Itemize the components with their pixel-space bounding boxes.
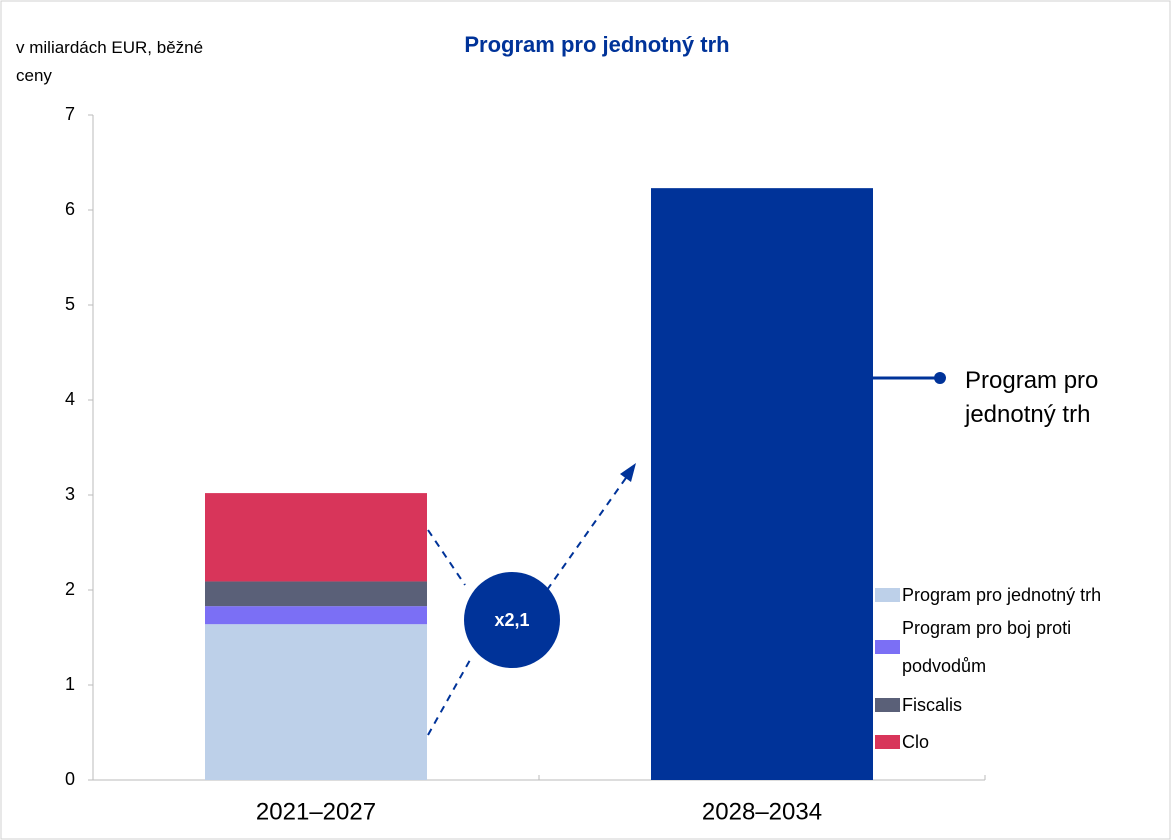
legend-swatch — [875, 588, 900, 602]
y-axis-label: v miliardách EUR, běžné ceny — [16, 38, 204, 85]
arrow — [546, 474, 629, 591]
y-tick-label: 1 — [65, 674, 75, 694]
legend-swatch — [875, 735, 900, 749]
connector — [427, 659, 471, 736]
legend-label: Program pro jednotný trh — [902, 585, 1102, 605]
y-tick-label: 5 — [65, 294, 75, 314]
legend-label: Clo — [902, 732, 930, 752]
y-tick-label: 3 — [65, 484, 75, 504]
y-tick-label: 7 — [65, 104, 75, 124]
y-tick-label: 2 — [65, 579, 75, 599]
legend-swatch — [875, 698, 900, 712]
bar-segment — [205, 624, 427, 780]
y-tick-label: 4 — [65, 389, 75, 409]
callout-label: Program pro jednotný trh — [965, 367, 1099, 428]
marks — [205, 188, 873, 780]
y-tick-label: 6 — [65, 199, 75, 219]
ratio-label: x2,1 — [494, 610, 529, 630]
arrow-head — [620, 463, 636, 482]
legend-label: Fiscalis — [902, 695, 963, 715]
y-tick-label: 0 — [65, 769, 75, 789]
connector — [427, 529, 466, 586]
legend-item: Program pro jednotný trh — [875, 576, 1171, 614]
bar-segment — [205, 606, 427, 625]
chart-title: Program pro jednotný trh — [464, 32, 729, 57]
bar-segment — [205, 493, 427, 582]
legend-label: Program pro boj proti podvodům — [902, 618, 1072, 676]
legend-swatch — [875, 640, 900, 654]
legend-item: Clo — [875, 723, 1171, 761]
bar-segment — [651, 188, 873, 780]
x-tick-label: 2028–2034 — [702, 798, 822, 825]
ratio-badge — [464, 572, 560, 668]
callout-dot — [934, 372, 946, 384]
x-tick-label: 2021–2027 — [256, 798, 376, 825]
legend-item: Program pro boj proti podvodům — [875, 609, 1171, 685]
legend-item: Fiscalis — [875, 686, 1171, 724]
bar-segment — [205, 581, 427, 607]
